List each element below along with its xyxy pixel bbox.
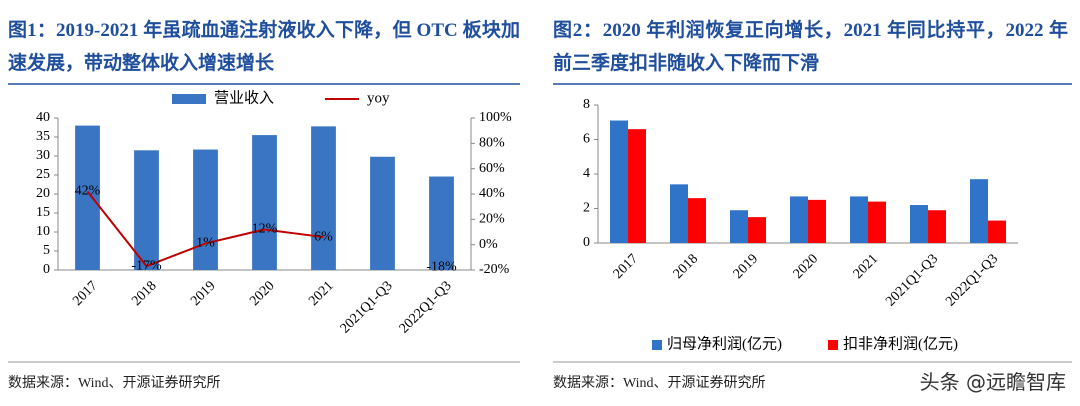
y-tick-label: 0 — [583, 235, 590, 250]
x-tick-label: 2022Q1-Q3 — [943, 251, 1001, 309]
bar — [808, 199, 826, 243]
legend-swatch — [652, 340, 662, 350]
bar — [868, 201, 886, 243]
data-label: 12% — [252, 222, 278, 237]
bar — [928, 210, 946, 243]
y2-tick-label: 40% — [479, 186, 505, 201]
y-tick-label: 35 — [36, 129, 50, 144]
bar — [790, 196, 808, 243]
x-tick-label: 2022Q1-Q3 — [397, 278, 455, 336]
y-tick-label: 25 — [36, 167, 50, 182]
bar — [610, 120, 628, 243]
bar — [193, 149, 218, 270]
y2-tick-label: 80% — [479, 136, 505, 151]
y2-tick-label: 60% — [479, 161, 505, 176]
y2-tick-label: 0% — [479, 237, 498, 252]
bar — [988, 220, 1006, 243]
bar — [730, 210, 748, 243]
x-tick-label: 2018 — [129, 278, 159, 308]
legend-swatch — [828, 340, 838, 350]
bar — [370, 156, 395, 270]
y-tick-label: 15 — [36, 205, 50, 220]
source: 数据来源：Wind、开源证券研究所 — [553, 376, 766, 391]
legend-swatch — [172, 94, 206, 104]
y-tick-label: 20 — [36, 186, 50, 201]
x-tick-label: 2021 — [851, 251, 881, 281]
x-tick-label: 2019 — [188, 278, 218, 308]
data-label: -17% — [131, 258, 162, 273]
legend-label: 营业收入 — [214, 89, 274, 106]
y-tick-label: 10 — [36, 224, 50, 239]
data-label: 1% — [196, 236, 215, 251]
data-label: 6% — [314, 229, 333, 244]
bar — [970, 179, 988, 243]
x-tick-label: 2021Q1-Q3 — [338, 278, 396, 336]
x-tick-label: 2019 — [731, 251, 761, 281]
bar — [429, 176, 454, 270]
legend-label: yoy — [367, 90, 390, 106]
y2-tick-label: 20% — [479, 212, 505, 227]
legend-label: 归母净利润(亿元) — [667, 335, 782, 352]
y-tick-label: 40 — [36, 110, 50, 125]
y-tick-label: 0 — [43, 262, 50, 277]
chart-title: 图1：2019-2021 年虽疏血通注射液收入下降，但 OTC 板块加速发展，带… — [8, 20, 520, 74]
bar — [628, 129, 646, 243]
y-tick-label: 30 — [36, 148, 50, 163]
x-tick-label: 2017 — [70, 278, 100, 308]
bar — [850, 196, 868, 243]
source: 数据来源：Wind、开源证券研究所 — [8, 376, 221, 391]
bar — [670, 184, 688, 243]
y-tick-label: 5 — [43, 243, 50, 258]
x-tick-label: 2021 — [306, 278, 336, 308]
x-tick-label: 2018 — [671, 251, 701, 281]
bar — [134, 150, 159, 270]
legend-label: 扣非净利润(亿元) — [843, 335, 958, 352]
data-label: -18% — [426, 260, 457, 275]
x-tick-label: 2020 — [791, 251, 821, 281]
bar — [75, 125, 100, 270]
bar — [252, 135, 277, 270]
x-tick-label: 2020 — [247, 278, 277, 308]
y-tick-label: 2 — [583, 201, 590, 216]
x-tick-label: 2017 — [611, 251, 641, 281]
y2-tick-label: -20% — [479, 262, 510, 277]
bar — [748, 217, 766, 243]
bar — [311, 126, 336, 270]
bar — [688, 198, 706, 243]
bar — [910, 205, 928, 243]
x-tick-label: 2021Q1-Q3 — [883, 251, 941, 309]
y-tick-label: 6 — [583, 132, 590, 147]
y2-tick-label: 100% — [479, 110, 512, 125]
chart-title: 图2：2020 年利润恢复正向增长，2021 年同比持平，2022 年前三季度扣… — [553, 20, 1068, 74]
y-tick-label: 4 — [583, 166, 590, 181]
watermark: 头条 @远瞻智库 — [919, 370, 1066, 394]
data-label: 42% — [75, 184, 101, 199]
y-tick-label: 8 — [583, 97, 590, 112]
